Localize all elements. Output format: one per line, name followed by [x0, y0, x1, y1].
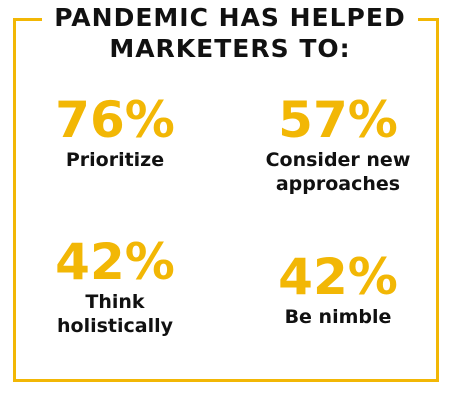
- stat-value: 57%: [278, 91, 398, 149]
- stat-label-line: Be nimble: [284, 306, 392, 328]
- stat-think-holistically: 42% Think holistically: [15, 234, 215, 338]
- stat-label: Consider new approaches: [238, 148, 438, 196]
- stat-be-nimble: 42% Be nimble: [238, 249, 438, 329]
- title-container: PANDEMIC HAS HELPED MARKETERS TO:: [0, 2, 460, 64]
- stat-label: Be nimble: [238, 305, 438, 329]
- stat-label-line: holistically: [56, 315, 173, 337]
- title-line-1: PANDEMIC HAS HELPED: [54, 3, 406, 32]
- stat-prioritize: 76% Prioritize: [15, 92, 215, 172]
- infographic-title: PANDEMIC HAS HELPED MARKETERS TO:: [42, 2, 418, 64]
- stat-value: 42%: [55, 233, 175, 291]
- stat-consider-new-approaches: 57% Consider new approaches: [238, 92, 438, 196]
- stat-label-line: approaches: [275, 173, 401, 195]
- stat-label: Think holistically: [15, 290, 215, 338]
- stat-label: Prioritize: [15, 148, 215, 172]
- stat-label-line: Think: [85, 291, 145, 313]
- stat-label-line: Prioritize: [65, 149, 165, 171]
- stat-value: 42%: [278, 248, 398, 306]
- title-line-2: MARKETERS TO:: [109, 34, 351, 63]
- stat-label-line: Consider new: [265, 149, 411, 171]
- stat-value: 76%: [55, 91, 175, 149]
